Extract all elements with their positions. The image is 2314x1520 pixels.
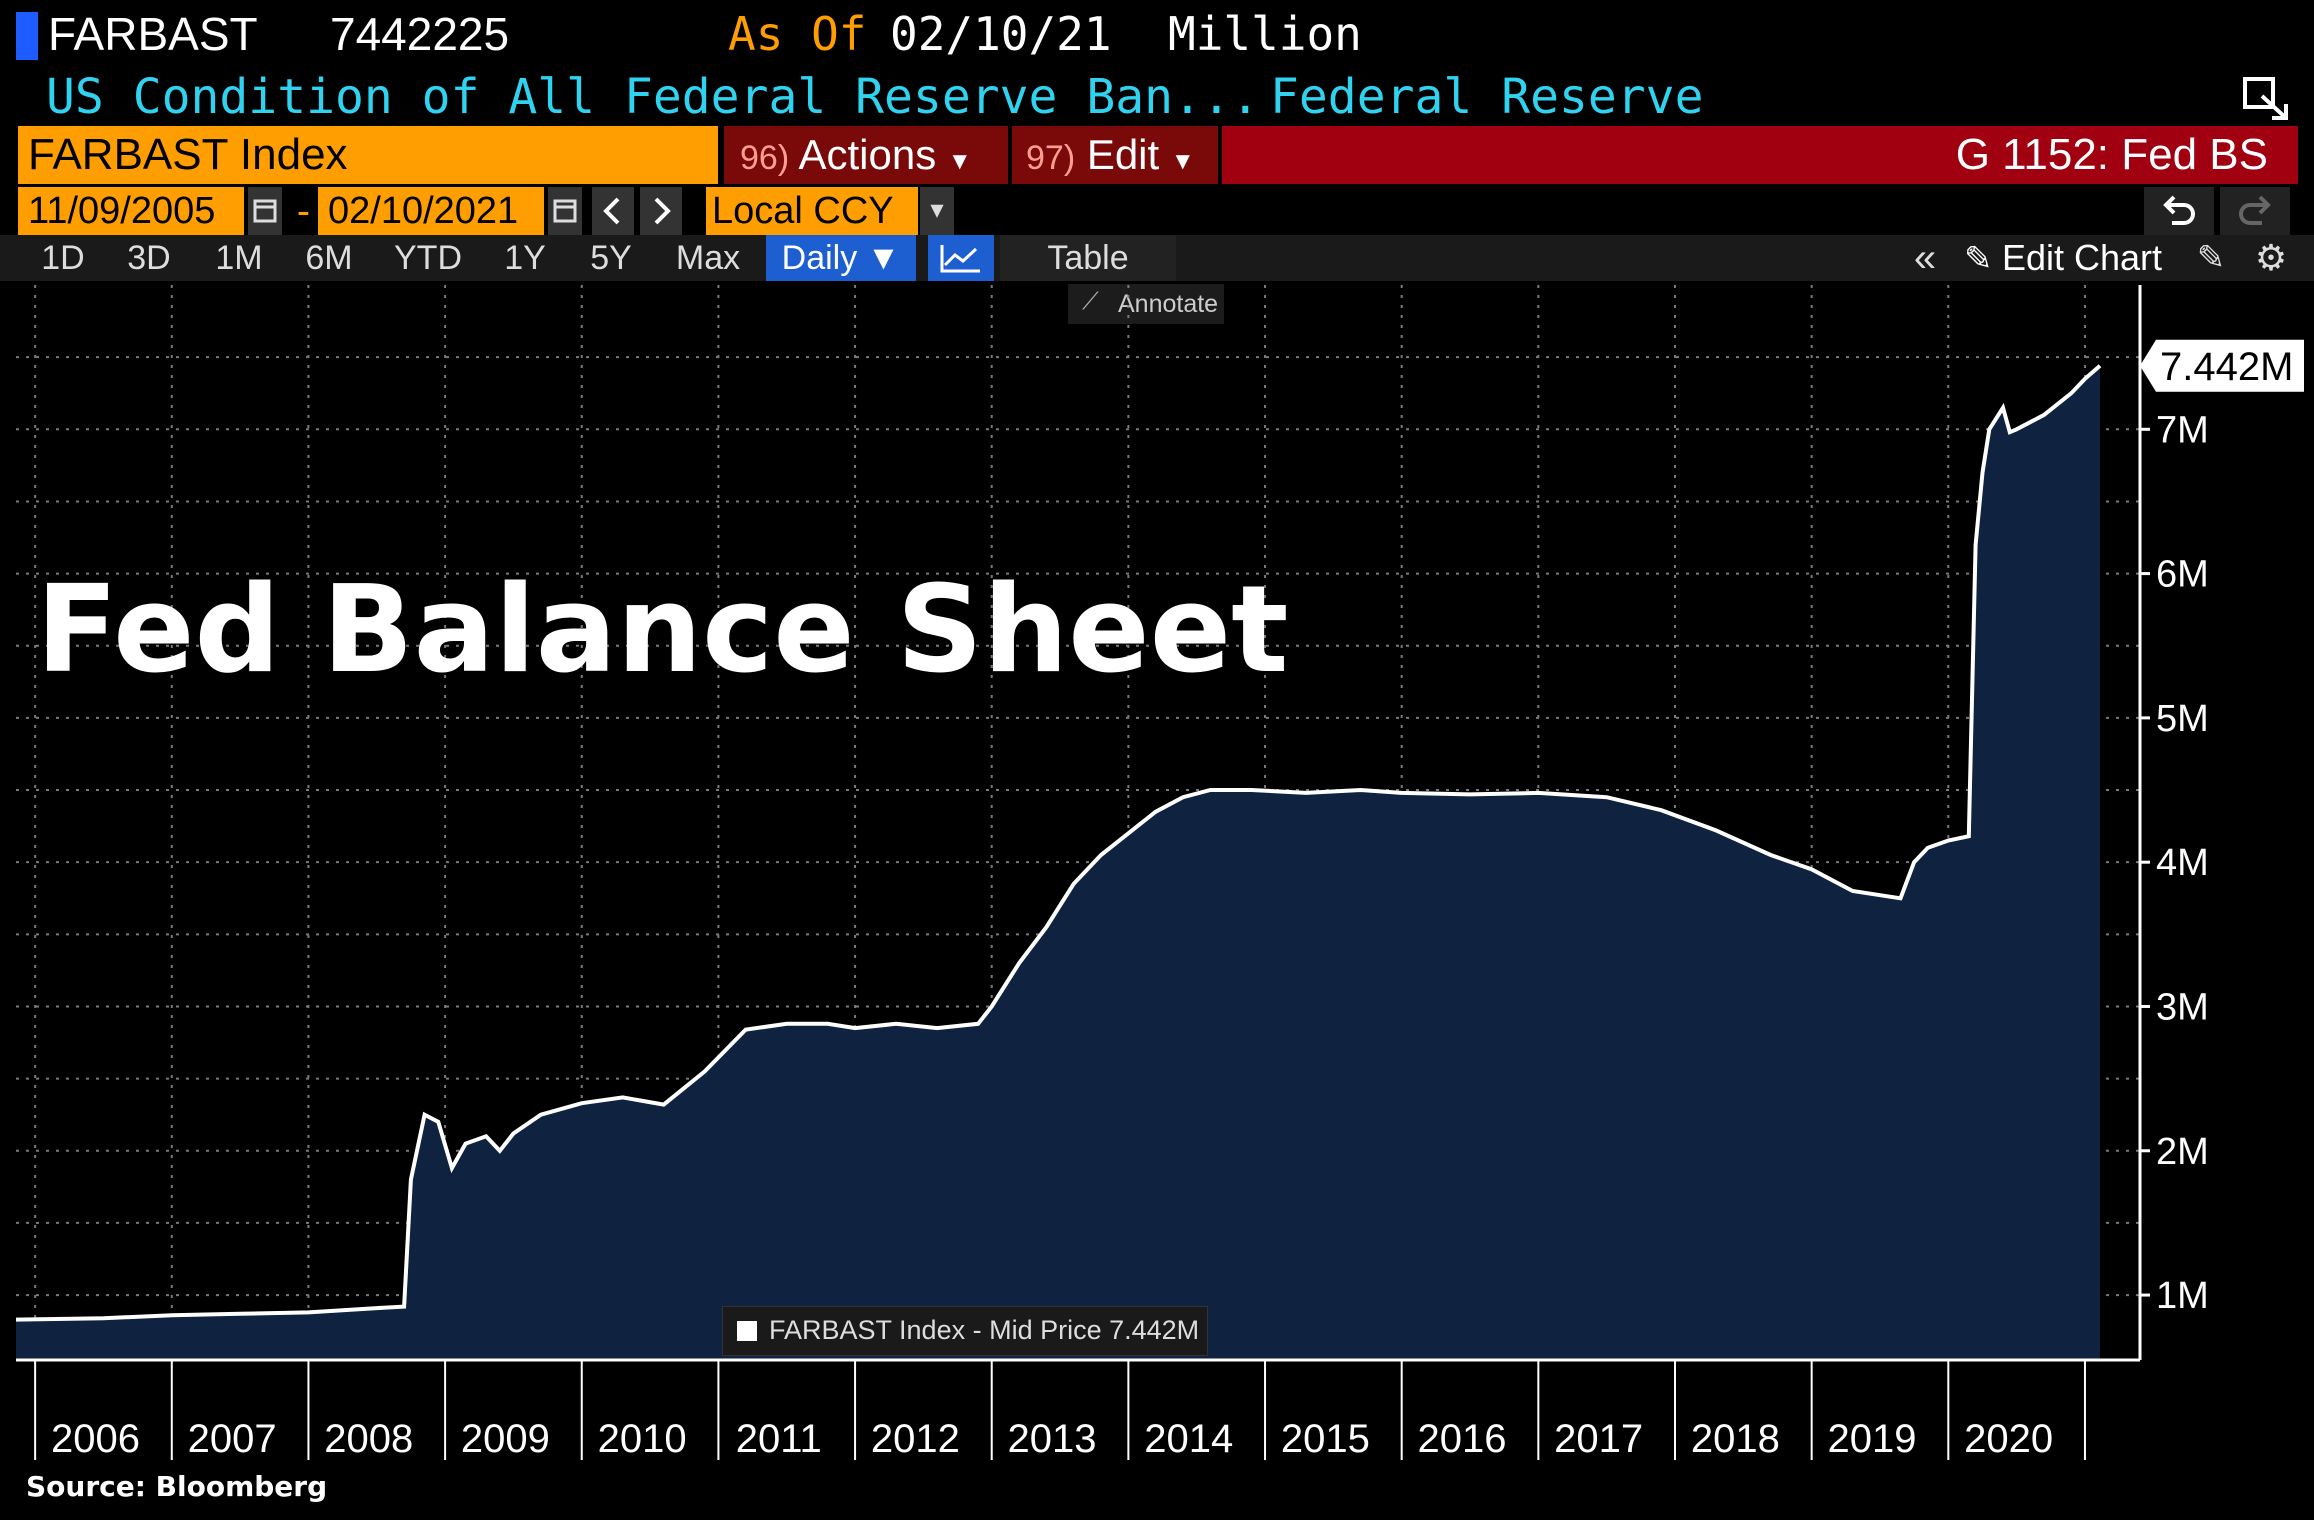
y-tick-label: 4M xyxy=(2156,842,2209,884)
prev-period-button[interactable] xyxy=(592,187,634,235)
x-tick-label: 2009 xyxy=(461,1417,550,1461)
line-chart-icon[interactable] xyxy=(928,235,994,281)
tab-6m[interactable]: 6M xyxy=(305,239,353,277)
chevron-down-icon: ▼ xyxy=(1170,148,1195,175)
end-date-input[interactable]: 02/10/2021 xyxy=(318,187,544,235)
x-tick-label: 2010 xyxy=(598,1417,687,1461)
last-value-label: 7.442M xyxy=(2160,345,2293,389)
x-tick-label: 2015 xyxy=(1281,1417,1370,1461)
x-tick-label: 2018 xyxy=(1691,1417,1780,1461)
y-tick-label: 3M xyxy=(2156,986,2209,1028)
annotate-button[interactable]: ⟋ Annotate xyxy=(1068,284,1224,324)
y-tick-label: 5M xyxy=(2156,698,2209,740)
series-line xyxy=(15,364,2102,1322)
ticker-symbol: FARBAST xyxy=(48,8,258,60)
x-tick-label: 2007 xyxy=(188,1417,277,1461)
edit-chart-button[interactable]: ✎ Edit Chart xyxy=(1964,235,2162,281)
legend: FARBAST Index - Mid Price 7.442M xyxy=(722,1306,1208,1356)
y-tick-label: 1M xyxy=(2156,1275,2209,1317)
x-tick-label: 2019 xyxy=(1827,1417,1916,1461)
date-separator: - xyxy=(292,189,315,233)
tab-ytd[interactable]: YTD xyxy=(394,239,462,277)
x-tick-label: 2014 xyxy=(1144,1417,1233,1461)
x-tick-label: 2006 xyxy=(51,1417,140,1461)
tab-1d[interactable]: 1D xyxy=(41,239,85,277)
edit-number: 97) xyxy=(1026,139,1076,177)
currency-select[interactable]: Local CCY xyxy=(706,187,918,235)
y-tick-label: 6M xyxy=(2156,554,2209,596)
start-date-input[interactable]: 11/09/2005 xyxy=(18,187,244,235)
source-name: Federal Reserve xyxy=(1270,69,1704,125)
annotate-label: Annotate xyxy=(1118,290,1219,318)
annotate-edit-icon[interactable]: ✎ xyxy=(2196,239,2226,277)
page-code: G 1152: Fed BS xyxy=(1955,130,2268,179)
ticker-value: 7442225 xyxy=(330,8,510,60)
ticker-marker xyxy=(16,12,38,60)
as-of-date: 02/10/21 xyxy=(890,7,1112,61)
x-tick-label: 2020 xyxy=(1964,1417,2053,1461)
chevron-down-icon: ▼ xyxy=(947,148,972,175)
legend-label: FARBAST Index - Mid Price 7.442M xyxy=(769,1315,1200,1345)
tab-1m[interactable]: 1M xyxy=(215,239,263,277)
next-period-button[interactable] xyxy=(640,187,682,235)
y-tick-label: 7M xyxy=(2156,409,2209,451)
x-tick-label: 2017 xyxy=(1554,1417,1643,1461)
legend-swatch xyxy=(737,1321,757,1341)
y-tick-label: 2M xyxy=(2156,1131,2209,1173)
chevron-down-icon[interactable]: ▼ xyxy=(920,187,954,235)
popout-icon[interactable] xyxy=(2242,76,2292,122)
units-label: Million xyxy=(1168,7,1362,61)
x-tick-label: 2016 xyxy=(1418,1417,1507,1461)
tab-5y[interactable]: 5Y xyxy=(590,239,632,277)
tab-max[interactable]: Max xyxy=(675,239,741,277)
tab-1y[interactable]: 1Y xyxy=(504,239,546,277)
series-area xyxy=(16,365,2100,1360)
calendar-icon[interactable] xyxy=(248,187,282,235)
x-tick-label: 2008 xyxy=(324,1417,413,1461)
x-tick-label: 2012 xyxy=(871,1417,960,1461)
pencil-icon: ✎ xyxy=(1964,240,2002,278)
actions-button[interactable]: 96) Actions ▼ xyxy=(724,126,1008,184)
tab-3d[interactable]: 3D xyxy=(127,239,171,277)
x-tick-label: 2013 xyxy=(1008,1417,1097,1461)
pencil-icon: ⟋ xyxy=(1082,288,1099,315)
y-tick-labels: 1M 2M 3M 4M 5M 6M 7M xyxy=(2140,409,2209,1317)
last-value-box xyxy=(2140,339,2304,392)
edit-label: Edit xyxy=(1086,131,1160,178)
x-tick-label: 2011 xyxy=(736,1417,822,1461)
undo-icon[interactable] xyxy=(2144,187,2214,235)
actions-label: Actions xyxy=(798,131,937,178)
gear-icon[interactable]: ⚙ xyxy=(2254,237,2288,278)
source-note: Source: Bloomberg xyxy=(26,1470,328,1503)
security-field[interactable]: FARBAST Index xyxy=(18,126,718,184)
x-tick-labels: 2006 2007 2008 2009 2010 2011 2012 2013 2014 2015… xyxy=(34,1360,2086,1461)
frequency-select[interactable]: Daily ▼ xyxy=(766,235,916,281)
edit-button[interactable]: 97) Edit ▼ xyxy=(1012,126,1218,184)
edit-chart-label: Edit Chart xyxy=(2001,237,2163,278)
page-code-bar: G 1152: Fed BS xyxy=(1222,126,2298,184)
calendar-icon[interactable] xyxy=(548,187,582,235)
redo-icon[interactable] xyxy=(2220,187,2290,235)
as-of-label: As Of xyxy=(728,7,867,61)
actions-number: 96) xyxy=(740,139,790,177)
security-description: US Condition of All Federal Reserve Ban.… xyxy=(46,69,1260,125)
table-button[interactable]: Table xyxy=(1000,235,1176,281)
overlay-title: Fed Balance Sheet xyxy=(36,561,1289,700)
collapse-icon[interactable]: « xyxy=(1913,236,1937,280)
last-value-marker: 7.442M xyxy=(2140,339,2304,392)
